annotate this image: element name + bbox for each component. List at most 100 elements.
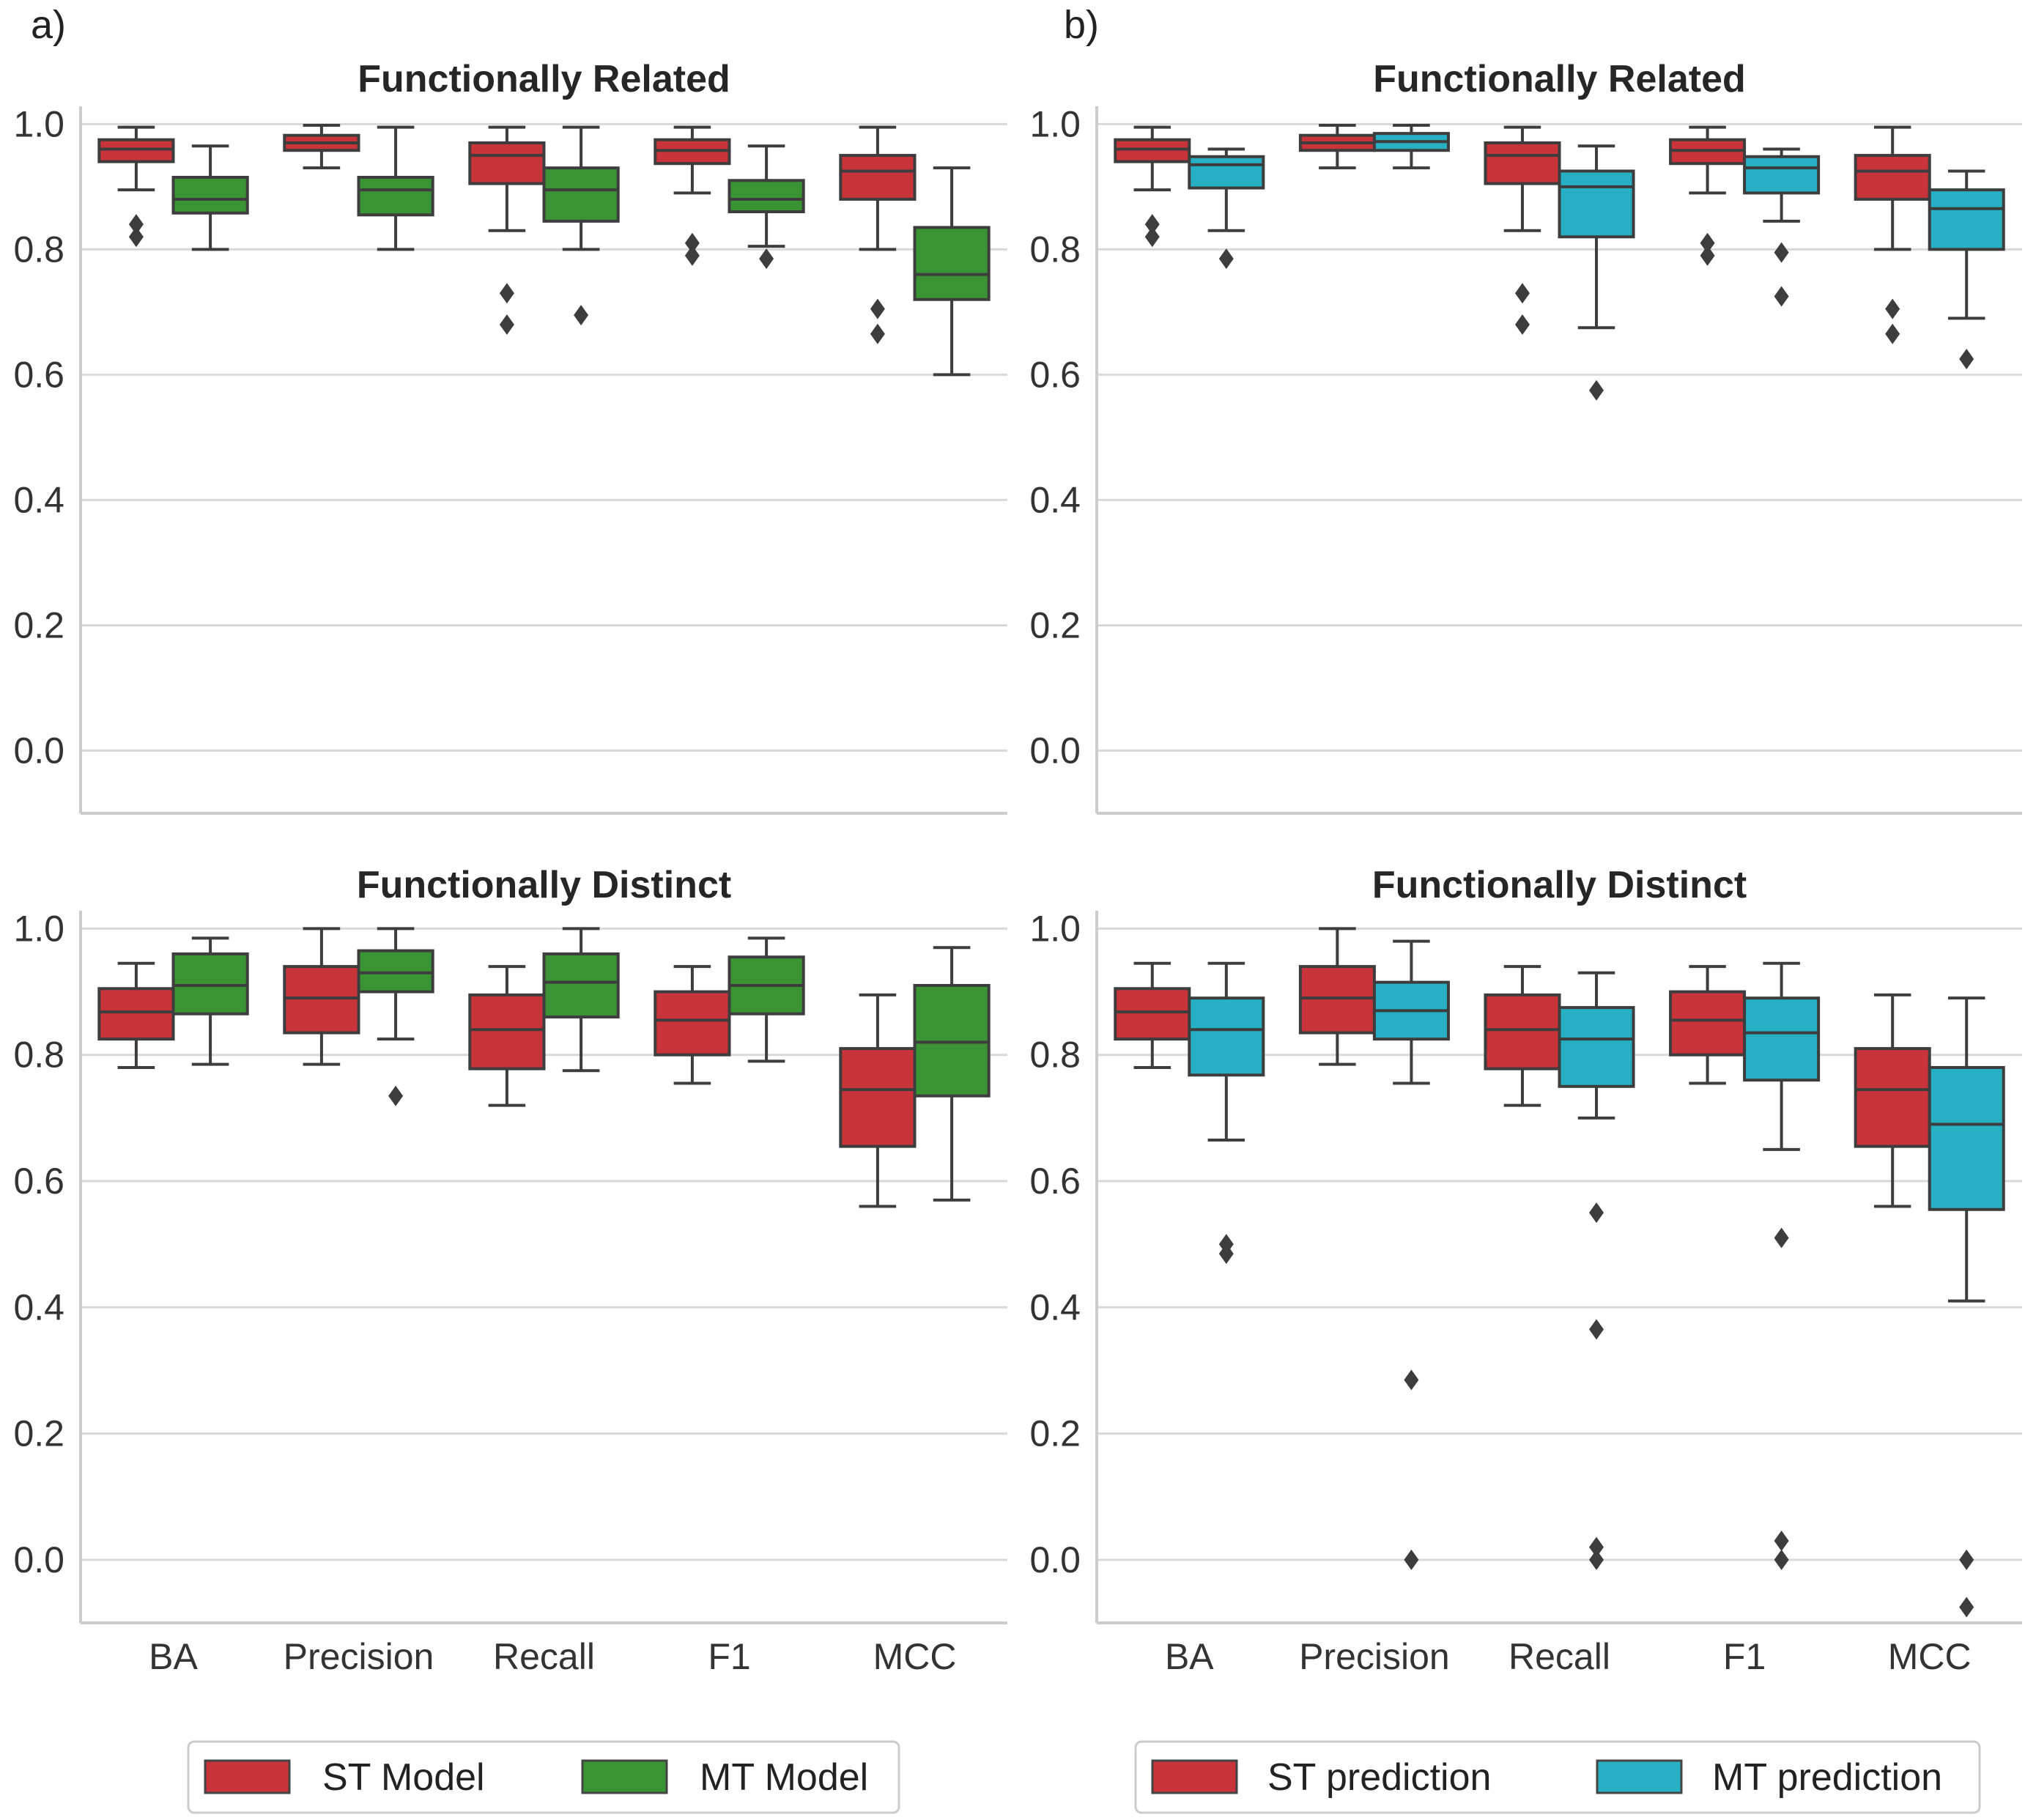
- legend-a: ST Model MT Model: [187, 1740, 900, 1814]
- outlier-point: [1218, 1243, 1234, 1265]
- legend-swatch-st-prediction: [1151, 1759, 1238, 1794]
- panel-label-b: b): [1064, 3, 1099, 47]
- plot-title: Functionally Distinct: [1372, 864, 1747, 906]
- box-iqr: [171, 952, 249, 1016]
- box-iqr: [97, 138, 175, 163]
- y-tick-label: 0.0: [13, 730, 64, 771]
- box-iqr: [1743, 155, 1821, 195]
- legend-b: ST prediction MT prediction: [1134, 1740, 1981, 1814]
- y-tick-label: 0.6: [1029, 354, 1081, 395]
- box-mt-prediction-ba: [1188, 961, 1265, 1265]
- box-iqr: [1188, 996, 1265, 1077]
- y-tick-label: 0.2: [1029, 604, 1081, 645]
- box-iqr: [468, 993, 546, 1070]
- outlier-point: [1589, 1319, 1604, 1340]
- box-iqr: [1484, 993, 1561, 1070]
- box-iqr: [97, 987, 175, 1041]
- box-iqr: [654, 990, 731, 1057]
- box-mt-model-precision: [357, 125, 434, 251]
- box-st-model-recall: [468, 965, 546, 1107]
- x-tick-label: BA: [149, 1636, 198, 1677]
- plot-a-functionally-related: Functionally Related 0.0 0.2 0.4 0.6 0.8 1.0: [13, 58, 1007, 815]
- plot-b-functionally-distinct: Functionally Distinct 0.0 0.2 0.4 0.6 0.8 1.0 B…: [1029, 864, 2022, 1677]
- plot-b-functionally-related: Functionally Related 0.0 0.2 0.4 0.6 0.8 1.0: [1029, 58, 2022, 815]
- plot-title: Functionally Distinct: [357, 864, 731, 906]
- box-iqr: [728, 179, 805, 214]
- outlier-point: [1774, 1531, 1789, 1552]
- box-st-model-recall: [468, 125, 546, 335]
- outlier-point: [1959, 1549, 1974, 1570]
- box-st-prediction-f1: [1669, 965, 1747, 1085]
- legend-frame: [1134, 1740, 1981, 1814]
- box-mt-model-f1: [728, 144, 805, 270]
- box-mt-prediction-f1: [1743, 961, 1821, 1570]
- box-mt-prediction-mcc: [1928, 996, 2005, 1618]
- plot-a-functionally-distinct: Functionally Distinct 0.0 0.2 0.4 0.6 0.8 1.0 B…: [13, 864, 1007, 1677]
- outlier-point: [759, 248, 774, 270]
- box-iqr: [1743, 996, 1821, 1082]
- box-iqr: [1928, 188, 2005, 251]
- y-tick-label: 1.0: [1029, 908, 1081, 949]
- outlier-point: [1404, 1549, 1419, 1570]
- box-iqr: [913, 226, 991, 301]
- box-st-model-mcc: [839, 125, 917, 344]
- box-st-prediction-ba: [1114, 961, 1191, 1069]
- box-st-model-f1: [654, 125, 731, 266]
- y-tick-label: 0.8: [1029, 229, 1081, 270]
- box-st-prediction-mcc: [1854, 125, 1931, 344]
- y-tick-label: 0.8: [13, 1035, 64, 1076]
- box-iqr: [839, 1047, 917, 1148]
- x-tick-label: MCC: [1888, 1636, 1972, 1677]
- box-st-prediction-recall: [1484, 965, 1561, 1107]
- y-tick-label: 0.6: [13, 354, 64, 395]
- outlier-point: [1774, 286, 1789, 307]
- legend-swatch-st-model: [204, 1759, 291, 1794]
- box-mt-prediction-precision: [1372, 939, 1450, 1570]
- box-iqr: [1854, 154, 1931, 201]
- y-tick-label: 0.8: [13, 229, 64, 270]
- y-tick-label: 0.4: [13, 1287, 64, 1328]
- box-iqr: [1928, 1065, 2005, 1211]
- y-tick-label: 0.0: [13, 1539, 64, 1580]
- box-st-model-ba: [97, 125, 175, 248]
- box-st-model-ba: [97, 961, 175, 1069]
- outlier-point: [1144, 214, 1160, 235]
- box-st-prediction-f1: [1669, 125, 1747, 266]
- box-iqr: [171, 176, 249, 215]
- box-st-prediction-mcc: [1854, 993, 1931, 1208]
- outlier-point: [870, 323, 885, 344]
- x-tick-label: MCC: [873, 1636, 957, 1677]
- box-mt-model-precision: [357, 927, 434, 1106]
- outlier-point: [1589, 380, 1604, 401]
- outlier-point: [1589, 1202, 1604, 1224]
- outlier-point: [1774, 242, 1789, 263]
- box-mt-model-ba: [171, 144, 249, 251]
- y-tick-label: 0.2: [1029, 1413, 1081, 1454]
- legend-swatch-mt-model: [581, 1759, 668, 1794]
- x-tick-label: F1: [708, 1636, 750, 1677]
- y-tick-label: 1.0: [13, 908, 64, 949]
- x-tick-label: BA: [1165, 1636, 1214, 1677]
- outlier-point: [684, 245, 700, 266]
- y-tick-label: 0.0: [1029, 730, 1081, 771]
- outlier-point: [1589, 1536, 1604, 1558]
- box-iqr: [1558, 169, 1635, 239]
- outlier-point: [1959, 1597, 1974, 1618]
- box-iqr: [1484, 141, 1561, 185]
- outlier-point: [1589, 1549, 1604, 1570]
- box-iqr: [1298, 965, 1376, 1035]
- legend-label-mt-prediction: MT prediction: [1712, 1756, 1942, 1799]
- box-st-model-mcc: [839, 993, 917, 1208]
- outlier-point: [684, 232, 700, 254]
- box-iqr: [542, 166, 620, 223]
- box-mt-prediction-recall: [1558, 971, 1635, 1570]
- box-st-prediction-ba: [1114, 125, 1191, 248]
- outlier-point: [1404, 1369, 1419, 1391]
- outlier-point: [1700, 245, 1715, 266]
- y-tick-label: 0.4: [13, 479, 64, 520]
- x-tick-label: Precision: [284, 1636, 434, 1677]
- y-tick-label: 0.2: [13, 604, 64, 645]
- box-iqr: [357, 176, 434, 217]
- y-tick-label: 1.0: [1029, 103, 1081, 144]
- box-iqr: [1669, 990, 1747, 1057]
